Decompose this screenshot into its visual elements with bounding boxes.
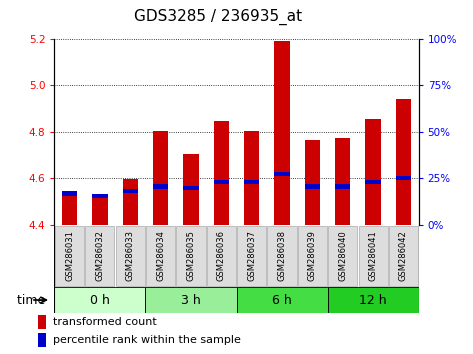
- Bar: [92, 196, 107, 225]
- Bar: [244, 131, 259, 225]
- Text: GSM286034: GSM286034: [156, 230, 165, 281]
- Text: GSM286038: GSM286038: [278, 230, 287, 281]
- Text: GSM286031: GSM286031: [65, 230, 74, 281]
- Bar: [38, 333, 46, 347]
- FancyBboxPatch shape: [55, 226, 84, 285]
- FancyBboxPatch shape: [85, 226, 114, 285]
- Text: 3 h: 3 h: [181, 293, 201, 307]
- Text: GSM286035: GSM286035: [186, 230, 195, 281]
- Text: GSM286040: GSM286040: [338, 230, 347, 281]
- Bar: [38, 315, 46, 329]
- FancyBboxPatch shape: [116, 226, 145, 285]
- Bar: [184, 185, 199, 190]
- FancyBboxPatch shape: [146, 226, 175, 285]
- Text: time: time: [18, 293, 50, 307]
- FancyBboxPatch shape: [267, 226, 297, 285]
- FancyBboxPatch shape: [237, 226, 266, 285]
- FancyBboxPatch shape: [145, 287, 236, 313]
- FancyBboxPatch shape: [207, 226, 236, 285]
- Text: 6 h: 6 h: [272, 293, 292, 307]
- Bar: [274, 41, 289, 225]
- FancyBboxPatch shape: [298, 226, 327, 285]
- Text: percentile rank within the sample: percentile rank within the sample: [53, 335, 241, 345]
- Bar: [305, 184, 320, 189]
- Text: 12 h: 12 h: [359, 293, 387, 307]
- Bar: [335, 184, 350, 189]
- Text: GSM286042: GSM286042: [399, 230, 408, 281]
- Bar: [214, 180, 229, 184]
- Text: GSM286037: GSM286037: [247, 230, 256, 281]
- Bar: [244, 180, 259, 184]
- Bar: [62, 193, 77, 225]
- Text: GSM286039: GSM286039: [308, 230, 317, 281]
- Bar: [366, 180, 381, 184]
- Text: transformed count: transformed count: [53, 317, 157, 327]
- Bar: [396, 176, 411, 181]
- Bar: [335, 138, 350, 225]
- Text: GSM286036: GSM286036: [217, 230, 226, 281]
- Bar: [214, 121, 229, 225]
- Text: GSM286033: GSM286033: [126, 230, 135, 281]
- FancyBboxPatch shape: [327, 287, 419, 313]
- FancyBboxPatch shape: [389, 226, 418, 285]
- FancyBboxPatch shape: [54, 287, 145, 313]
- Text: GDS3285 / 236935_at: GDS3285 / 236935_at: [133, 8, 302, 25]
- FancyBboxPatch shape: [176, 226, 206, 285]
- Bar: [92, 194, 107, 198]
- Bar: [184, 154, 199, 225]
- Bar: [123, 189, 138, 193]
- FancyBboxPatch shape: [328, 226, 357, 285]
- Text: GSM286041: GSM286041: [368, 230, 377, 281]
- Bar: [153, 184, 168, 189]
- Bar: [366, 119, 381, 225]
- Bar: [274, 172, 289, 176]
- FancyBboxPatch shape: [236, 287, 327, 313]
- Bar: [153, 131, 168, 225]
- Bar: [123, 179, 138, 225]
- FancyBboxPatch shape: [359, 226, 388, 285]
- Bar: [305, 140, 320, 225]
- Text: 0 h: 0 h: [90, 293, 110, 307]
- Text: GSM286032: GSM286032: [96, 230, 105, 281]
- Bar: [396, 99, 411, 225]
- Bar: [62, 192, 77, 195]
